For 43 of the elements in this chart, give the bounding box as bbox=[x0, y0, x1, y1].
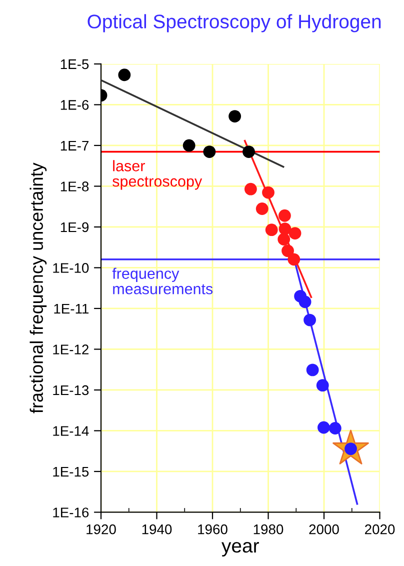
x-tick-label: 2000 bbox=[309, 524, 339, 534]
point bbox=[203, 146, 216, 158]
y-tick-label: 1E-13 bbox=[53, 385, 89, 396]
point bbox=[278, 209, 291, 222]
ref-line-label: laser spectroscopy bbox=[112, 160, 202, 190]
point bbox=[318, 421, 330, 434]
y-tick-label: 1E-5 bbox=[60, 59, 89, 70]
y-tick-label: 1E-6 bbox=[60, 100, 89, 110]
x-tick-label: 1920 bbox=[86, 524, 116, 534]
y-tick-label: 1E-8 bbox=[60, 182, 89, 192]
point bbox=[265, 224, 278, 236]
point bbox=[282, 244, 294, 258]
x-tick-label: 2020 bbox=[365, 524, 395, 534]
point bbox=[316, 379, 329, 392]
x-axis-title: year bbox=[222, 542, 259, 556]
x-tick-label: 1940 bbox=[142, 524, 172, 534]
y-axis-title: fractional frequency uncertainty bbox=[30, 162, 47, 414]
point bbox=[328, 422, 342, 434]
point bbox=[242, 146, 255, 158]
point bbox=[288, 253, 300, 266]
chart-title: Optical Spectroscopy of Hydrogen bbox=[88, 14, 381, 32]
point bbox=[298, 296, 312, 308]
x-tick-label: 1960 bbox=[198, 524, 228, 534]
y-tick-label: 1E-15 bbox=[53, 466, 89, 477]
y-tick-label: 1E-14 bbox=[53, 426, 89, 436]
y-tick-label: 1E-11 bbox=[54, 304, 89, 314]
ref-line-label: frequency measurements bbox=[112, 268, 213, 294]
y-tick-label: 1E-9 bbox=[60, 222, 89, 232]
y-tick-label: 1E-7 bbox=[60, 140, 88, 150]
point bbox=[256, 202, 268, 215]
y-tick-label: 1E-10 bbox=[53, 263, 89, 273]
point bbox=[304, 314, 316, 326]
point bbox=[306, 364, 319, 376]
y-tick-label: 1E-16 bbox=[53, 508, 89, 518]
point bbox=[244, 182, 257, 196]
x-tick-label: 1980 bbox=[254, 524, 284, 534]
point bbox=[228, 110, 242, 122]
point bbox=[182, 139, 196, 152]
point bbox=[118, 68, 131, 82]
point bbox=[262, 186, 274, 199]
point bbox=[288, 227, 302, 240]
y-tick-label: 1E-12 bbox=[53, 344, 88, 354]
point bbox=[278, 233, 290, 246]
